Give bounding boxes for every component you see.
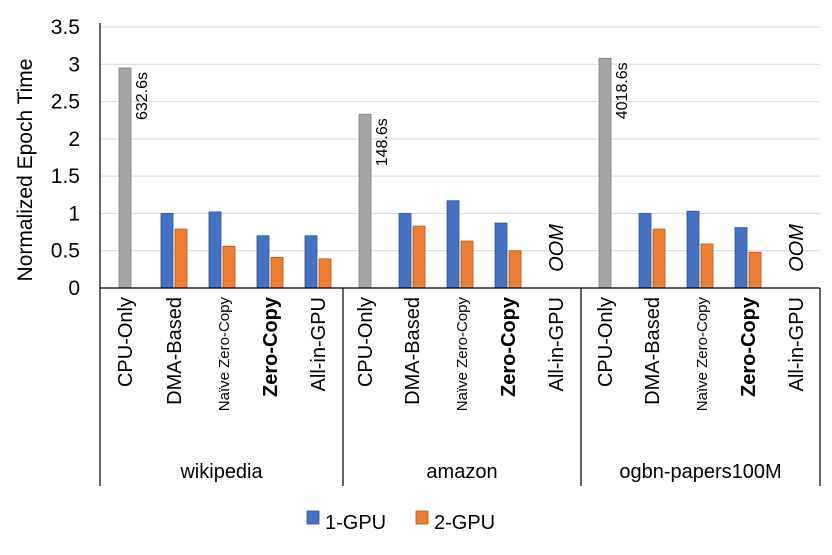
y-tick-label: 3.5 — [51, 16, 80, 39]
bar-1-gpu — [734, 227, 748, 289]
category-label: CPU-Only — [595, 297, 617, 387]
y-tick-label: 1.5 — [51, 165, 80, 188]
bar-1-gpu — [208, 211, 222, 289]
oom-label: OOM — [786, 224, 808, 272]
y-axis-label: Normalized Epoch Time — [14, 59, 37, 282]
bar-1-gpu — [398, 213, 412, 289]
legend: 1-GPU 2-GPU — [306, 510, 495, 534]
category-label: Naïve Zero-Copy — [216, 297, 233, 412]
y-tick-label: 1 — [68, 202, 80, 225]
category-label: CPU-Only — [115, 297, 137, 387]
bar-2-gpu — [270, 257, 284, 289]
category-label: Zero-Copy — [260, 296, 282, 397]
bar-cpu-only — [118, 67, 132, 289]
bar-2-gpu — [174, 228, 188, 289]
bar-1-gpu — [304, 235, 318, 289]
bar-2-gpu — [318, 258, 332, 289]
legend-swatch — [415, 510, 429, 525]
group-label: wikipedia — [179, 461, 263, 483]
bars: 632.6s 148.6s OOM 4018.6s OOM — [118, 57, 808, 289]
bar-2-gpu — [508, 250, 522, 289]
bar-1-gpu — [638, 213, 652, 289]
category-label: CPU-Only — [355, 297, 377, 387]
legend-label: 2-GPU — [434, 512, 495, 534]
cpu-time-annotation: 148.6s — [374, 118, 391, 166]
gridlines — [100, 26, 820, 252]
y-tick-label: 0 — [68, 277, 80, 300]
bar-1-gpu — [494, 222, 508, 289]
y-tick-label: 2 — [68, 128, 80, 151]
category-label: DMA-Based — [642, 297, 664, 405]
bar-2-gpu — [412, 225, 426, 289]
legend-swatch — [306, 510, 320, 525]
group-label: ogbn-papers100M — [619, 461, 781, 483]
category-labels: wikipedia CPU-Only DMA-Based Naïve Zero-Cop… — [115, 296, 808, 483]
bar-2-gpu — [222, 245, 236, 289]
y-tick-label: 3 — [68, 53, 80, 76]
oom-label: OOM — [546, 224, 568, 272]
category-label: Zero-Copy — [498, 296, 520, 397]
category-label: All-in-GPU — [546, 297, 568, 391]
cpu-time-annotation: 4018.6s — [614, 62, 631, 119]
category-label: All-in-GPU — [786, 297, 808, 391]
group-label: amazon — [426, 461, 497, 483]
bar-1-gpu — [256, 235, 270, 289]
bar-1-gpu — [446, 200, 460, 289]
category-label: Naïve Zero-Copy — [694, 297, 711, 412]
bar-2-gpu — [748, 251, 762, 289]
bar-2-gpu — [652, 228, 666, 289]
category-label: DMA-Based — [402, 297, 424, 405]
axes: 0 0.5 1 1.5 2 2.5 3 3.5 — [51, 16, 821, 486]
y-tick-label: 2.5 — [51, 91, 80, 114]
bar-2-gpu — [460, 240, 474, 289]
y-tick-label: 0.5 — [51, 240, 80, 263]
bar-cpu-only — [598, 57, 612, 289]
category-label: DMA-Based — [164, 297, 186, 405]
bar-cpu-only — [358, 113, 372, 289]
bar-1-gpu — [160, 213, 174, 289]
category-label: All-in-GPU — [308, 297, 330, 391]
cpu-time-annotation: 632.6s — [134, 72, 151, 120]
bar-1-gpu — [686, 210, 700, 289]
category-label: Zero-Copy — [738, 296, 760, 397]
legend-label: 1-GPU — [325, 512, 386, 534]
bar-2-gpu — [700, 243, 714, 289]
category-label: Naïve Zero-Copy — [454, 297, 471, 412]
